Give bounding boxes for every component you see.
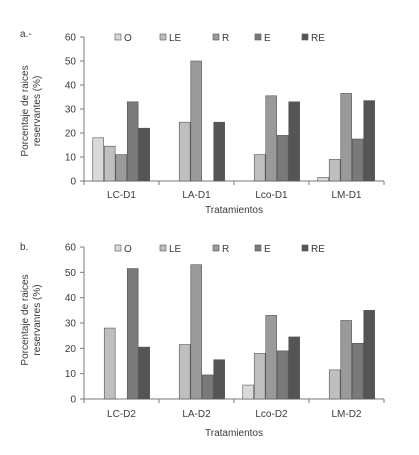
bar-le-lc-d1 — [103, 145, 116, 182]
x-tick-label: Lco-D1 — [255, 190, 288, 201]
bar-r-lco-d1 — [265, 95, 277, 182]
bar-o-lco-d2 — [242, 384, 254, 400]
legend-swatch-r — [212, 244, 220, 252]
y-tick-label: 60 — [65, 33, 77, 44]
legend-label-r: R — [222, 33, 229, 44]
y-tick-label: 10 — [65, 153, 77, 164]
legend-label-le: LE — [169, 33, 182, 44]
y-axis-label-line-1: Porcentaje de raices — [20, 65, 31, 156]
y-tick-label: 0 — [70, 177, 76, 188]
bar-le-lc-d2 — [103, 327, 116, 400]
legend-label-re: RE — [311, 244, 325, 255]
legend-label-re: RE — [311, 33, 325, 44]
y-tick-label: 20 — [65, 344, 77, 355]
y-tick-label: 50 — [65, 268, 77, 279]
x-tick-label: LM-D1 — [331, 190, 361, 201]
bar-re-lc-d2 — [138, 346, 150, 400]
legend-label-r: R — [222, 244, 229, 255]
y-axis-label-line-1: Porcentaje de raices — [20, 274, 31, 365]
legend-label-e: E — [264, 33, 271, 44]
legend-swatch-e — [254, 33, 262, 41]
bar-le-la-d2 — [178, 344, 191, 400]
bar-le-lm-d2 — [328, 369, 341, 400]
legend-label-o: O — [124, 33, 132, 44]
x-tick-label: LC-D2 — [107, 409, 136, 420]
bar-e-lm-d1 — [351, 138, 364, 182]
bar-e-lc-d1 — [126, 101, 139, 182]
bar-re-lc-d1 — [138, 127, 150, 182]
bar-r-lm-d1 — [340, 93, 352, 182]
bar-re-la-d2 — [213, 359, 225, 400]
panel-label: b. — [20, 242, 28, 253]
x-tick-label: LC-D1 — [107, 190, 136, 201]
bar-le-lco-d1 — [253, 154, 266, 182]
bar-r-lco-d2 — [265, 315, 277, 400]
x-axis-label: Tratamientos — [205, 205, 263, 216]
x-tick-label: LA-D2 — [182, 409, 211, 420]
y-axis-label-line-2: reservanres (%) — [32, 284, 43, 355]
bar-re-lco-d2 — [288, 336, 300, 400]
y-tick-label: 50 — [65, 57, 77, 68]
bar-le-lco-d2 — [253, 353, 266, 400]
bar-r-la-d2 — [190, 264, 202, 400]
y-tick-label: 10 — [65, 369, 77, 380]
x-axis-label: Tratamientos — [205, 428, 263, 439]
y-tick-label: 30 — [65, 105, 77, 116]
y-tick-label: 40 — [65, 293, 77, 304]
bar-r-lc-d1 — [115, 154, 127, 182]
bar-re-lm-d1 — [363, 100, 375, 182]
bar-e-lco-d1 — [276, 135, 289, 182]
bar-e-lc-d2 — [126, 268, 139, 400]
bar-o-lm-d1 — [317, 177, 329, 182]
x-tick-label: Lco-D2 — [255, 409, 288, 420]
bar-re-lm-d2 — [363, 310, 375, 400]
x-tick-label: LM-D2 — [331, 409, 361, 420]
y-axis-label-line-2: reservantes (%) — [32, 76, 43, 147]
bar-le-lm-d1 — [328, 159, 341, 182]
bar-e-lm-d2 — [351, 342, 364, 400]
bar-o-lc-d1 — [92, 137, 104, 182]
bar-le-la-d1 — [178, 121, 191, 182]
legend-swatch-le — [159, 244, 167, 252]
y-tick-label: 30 — [65, 319, 77, 330]
bar-r-lm-d2 — [340, 320, 352, 400]
legend-label-le: LE — [169, 244, 182, 255]
bar-e-la-d2 — [201, 374, 214, 400]
bar-re-la-d1 — [213, 121, 225, 182]
y-tick-label: 20 — [65, 129, 77, 140]
x-tick-label: LA-D1 — [182, 190, 211, 201]
legend-swatch-o — [114, 244, 122, 252]
bar-r-la-d1 — [190, 60, 202, 182]
chart-panel-b: b. Porcentaje de raices reservanres (%) 0 10… — [20, 242, 385, 439]
legend-swatch-le — [159, 33, 167, 41]
y-tick-label: 60 — [65, 243, 77, 254]
legend-swatch-o — [114, 33, 122, 41]
y-tick-label: 0 — [70, 395, 76, 406]
legend-label-o: O — [124, 244, 132, 255]
bar-e-lco-d2 — [276, 350, 289, 400]
legend-label-e: E — [264, 244, 271, 255]
bar-re-lco-d1 — [288, 101, 300, 182]
legend-swatch-r — [212, 33, 220, 41]
legend-swatch-e — [254, 244, 262, 252]
y-tick-label: 40 — [65, 81, 77, 92]
legend-swatch-re — [301, 33, 309, 41]
legend-swatch-re — [301, 244, 309, 252]
chart-panel-a: a.- Porcentaje de raices reservantes (%) 0 1… — [20, 29, 385, 216]
panel-label: a.- — [20, 29, 32, 40]
